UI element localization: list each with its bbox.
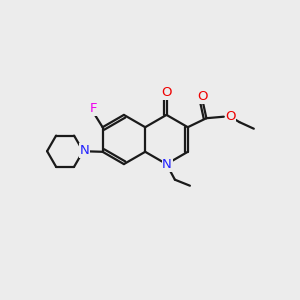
Text: O: O xyxy=(161,86,172,99)
Text: O: O xyxy=(198,90,208,103)
Text: N: N xyxy=(162,158,172,171)
Text: F: F xyxy=(90,102,97,115)
Text: N: N xyxy=(80,144,89,157)
Text: O: O xyxy=(225,110,236,123)
